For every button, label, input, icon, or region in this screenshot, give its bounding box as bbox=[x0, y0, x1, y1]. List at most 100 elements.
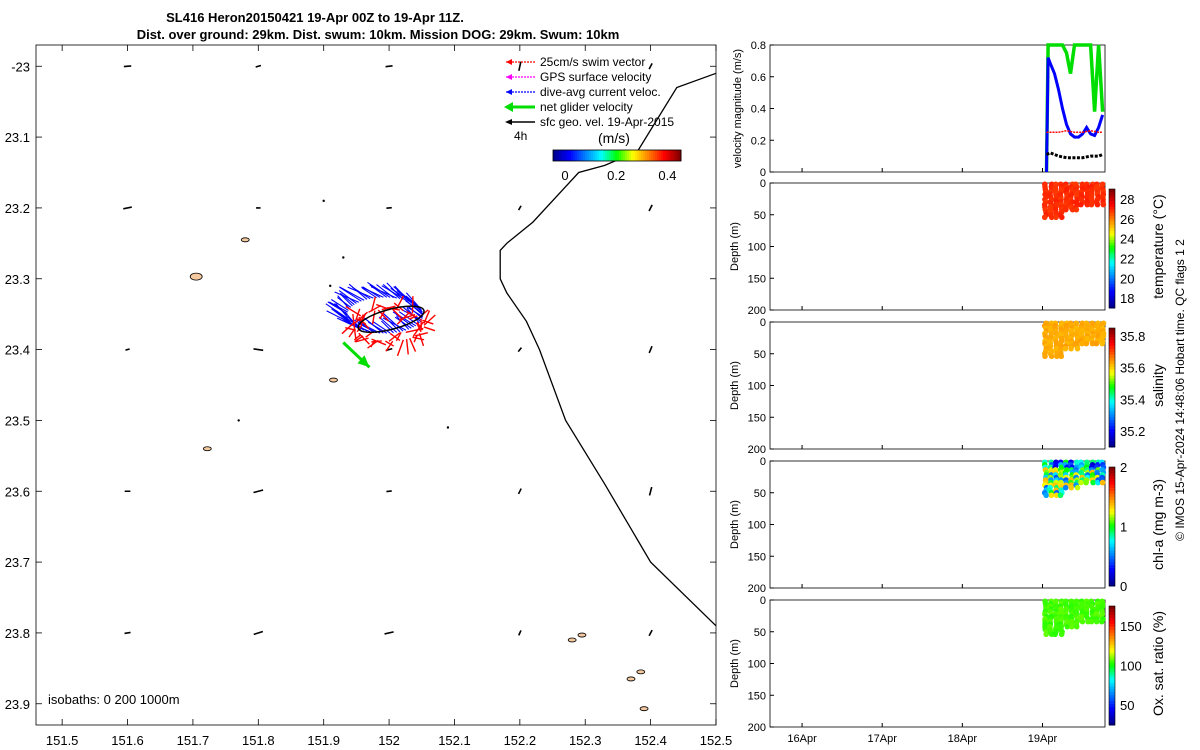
colorbar-segment bbox=[633, 150, 636, 161]
profile-colorbar-tick-label: 35.6 bbox=[1120, 361, 1145, 376]
profile-colorbar-frame bbox=[1108, 188, 1116, 309]
profile-colorbar-segment bbox=[1109, 617, 1115, 622]
map-x-tick-label: 152 bbox=[378, 733, 400, 748]
profile-colorbar-segment bbox=[1109, 254, 1115, 258]
profile-colorbar-tick-label: 1 bbox=[1120, 520, 1127, 535]
swim-vector bbox=[405, 339, 409, 355]
legend-label-geo: sfc geo. vel. 19-Apr-2015 bbox=[540, 115, 674, 129]
geo-velocity-arrow bbox=[124, 631, 131, 635]
profile-colorbar-segment bbox=[1109, 611, 1115, 616]
profile-colorbar-tick-label: 18 bbox=[1120, 291, 1134, 306]
profile-colorbar-segment bbox=[1109, 623, 1115, 628]
profile-colorbar-segment bbox=[1109, 408, 1115, 412]
legend-arrowhead-icon bbox=[506, 89, 512, 95]
swim-vector bbox=[356, 324, 363, 333]
profile-data-point bbox=[1088, 201, 1095, 208]
map-x-tick-label: 152.4 bbox=[634, 733, 667, 748]
colorbar-tick-label: 0.4 bbox=[658, 168, 676, 183]
geo-velocity-arrow bbox=[518, 61, 522, 71]
profile-colorbar-segment bbox=[1109, 420, 1115, 424]
profile-colorbar-segment bbox=[1109, 689, 1115, 693]
swim-vector bbox=[423, 326, 436, 332]
map-panel: 151.5 151.6 151.7 151.8 151.9 152 152.1 152.2 15… bbox=[5, 44, 733, 748]
profile-data-point bbox=[1069, 623, 1075, 630]
swim-vector bbox=[368, 304, 382, 313]
swim-vector bbox=[412, 336, 425, 341]
profile-colorbar-segment bbox=[1109, 239, 1115, 244]
map-x-tick-label: 152.2 bbox=[504, 733, 537, 748]
reef-outline bbox=[329, 377, 338, 383]
profile-colorbar-segment bbox=[1109, 299, 1115, 303]
map-colorbar: 0 0.2 0.4 bbox=[552, 149, 682, 183]
profile-colorbar-tick-label: 2 bbox=[1120, 460, 1127, 475]
profile-data-point bbox=[1073, 206, 1080, 213]
profile-data-point bbox=[1053, 492, 1060, 499]
velocity-y-tick-label: 0.6 bbox=[751, 72, 766, 84]
geo-velocity-arrow bbox=[648, 63, 653, 70]
profile-colorbar-segment bbox=[1109, 354, 1115, 359]
profile-data-point bbox=[1084, 201, 1091, 208]
profile-colorbar-segment bbox=[1109, 302, 1115, 306]
current-vector bbox=[346, 316, 365, 331]
map-y-tick-label: 23.8 bbox=[5, 626, 30, 641]
colorbar-segment bbox=[563, 150, 566, 161]
profile-colorbar-segment bbox=[1109, 233, 1115, 238]
profile-colorbar-segment bbox=[1109, 475, 1115, 480]
profile-colorbar-segment bbox=[1109, 559, 1115, 563]
map-x-tick-label: 151.5 bbox=[46, 733, 79, 748]
profile-colorbar-segment bbox=[1109, 381, 1115, 386]
profile-colorbar-segment bbox=[1109, 472, 1115, 477]
time-tick-label: 17Apr bbox=[868, 733, 898, 745]
colorbar-segment bbox=[567, 150, 570, 161]
geo-velocity-arrow bbox=[123, 65, 132, 68]
profile-colorbar-segment bbox=[1109, 680, 1115, 684]
profile-colorbar-segment bbox=[1109, 339, 1115, 344]
velocity-ylabel: velocity magnitude (m/s) bbox=[732, 49, 744, 168]
colorbar-segment bbox=[579, 150, 582, 161]
swim-vector bbox=[395, 331, 402, 342]
profile-colorbar-segment bbox=[1109, 665, 1115, 669]
reef-outline bbox=[626, 676, 636, 682]
map-y-tick-label: 23.6 bbox=[5, 484, 30, 499]
profile-y-tick-label: 0 bbox=[760, 178, 766, 190]
geo-velocity-arrow bbox=[446, 426, 450, 429]
current-vector bbox=[405, 296, 423, 311]
colorbar-segment bbox=[627, 150, 630, 161]
swim-vector bbox=[392, 308, 402, 319]
profile-colorbar-segment bbox=[1109, 529, 1115, 533]
map-x-tick-label: 151.6 bbox=[111, 733, 144, 748]
current-vector bbox=[370, 286, 398, 299]
profile-colorbar-segment bbox=[1109, 508, 1115, 513]
profile-colorbar-tick-label: 35.8 bbox=[1120, 329, 1145, 344]
current-vector bbox=[361, 286, 384, 298]
profile-data-point bbox=[1074, 345, 1081, 352]
profile-colorbar-segment bbox=[1109, 411, 1115, 415]
profile-colorbar-segment bbox=[1109, 269, 1115, 273]
profile-data-point bbox=[1073, 623, 1080, 630]
map-y-tick-label: 23.9 bbox=[5, 697, 30, 712]
swim-vector bbox=[408, 315, 418, 320]
geo-velocity-arrow bbox=[517, 347, 523, 353]
legend-entry-net: net glider velocity bbox=[504, 100, 633, 114]
profile-data-point bbox=[1083, 479, 1089, 486]
profile-colorbar-segment bbox=[1109, 305, 1115, 309]
profile-colorbar-segment bbox=[1109, 248, 1115, 252]
profile-data-point bbox=[1089, 340, 1096, 347]
geo-velocity-arrow bbox=[255, 64, 262, 68]
profile-colorbar-segment bbox=[1109, 535, 1115, 539]
profile-colorbar-label: salinity bbox=[1150, 364, 1166, 407]
profile-colorbar-segment bbox=[1109, 236, 1115, 241]
chart-title-line2: Dist. over ground: 29km. Dist. swum: 10k… bbox=[137, 27, 620, 42]
profile-colorbar-segment bbox=[1109, 293, 1115, 297]
profile-colorbar-segment bbox=[1109, 490, 1115, 495]
geo-velocity-arrow bbox=[329, 284, 332, 288]
map-x-tick-label: 152.5 bbox=[700, 733, 733, 748]
profile-colorbar-segment bbox=[1109, 278, 1115, 282]
profile-colorbar-segment bbox=[1109, 553, 1115, 557]
velocity-y-tick-label: 0 bbox=[760, 167, 766, 179]
profile-data-point bbox=[1068, 345, 1074, 352]
colorbar-segment bbox=[603, 150, 606, 161]
colorbar-segment bbox=[669, 150, 672, 161]
profile-data-point bbox=[1079, 340, 1085, 347]
profile-data-point bbox=[1048, 353, 1055, 360]
